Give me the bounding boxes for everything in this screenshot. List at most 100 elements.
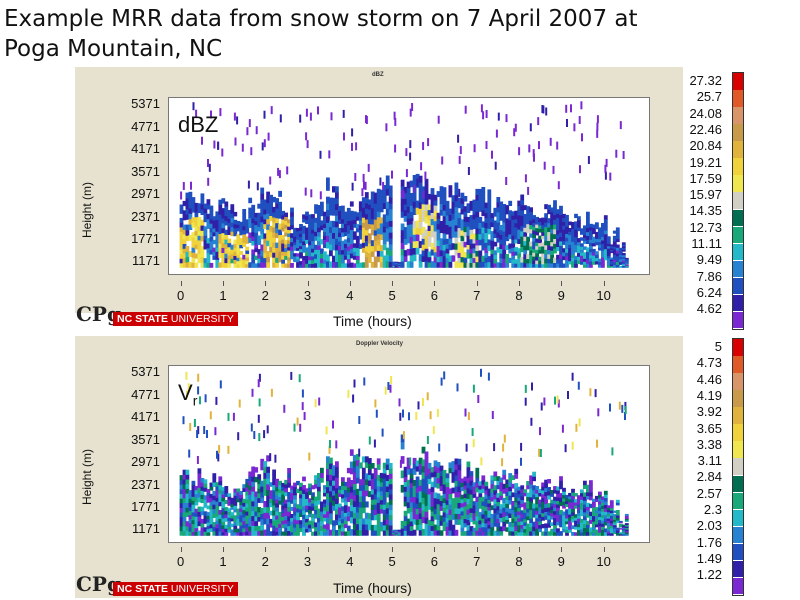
echo-cell (346, 246, 351, 251)
echo-cell (433, 220, 438, 227)
x-tick-label: 0 (177, 554, 185, 569)
echo-cell (367, 199, 372, 205)
echo-cell (586, 235, 590, 240)
echo-cell (508, 234, 513, 240)
echo-cell (314, 262, 318, 268)
echo-cell (601, 246, 605, 251)
echo-cell (463, 221, 468, 227)
echo-dot (443, 371, 446, 380)
colorbar-tick-label: 3.11 (697, 453, 722, 469)
echo-dot (411, 103, 414, 111)
echo-cell (332, 232, 336, 239)
echo-cell (487, 499, 492, 504)
echo-cell (260, 491, 265, 498)
echo-cell (272, 237, 276, 243)
echo-cell (499, 495, 504, 501)
echo-cell (382, 185, 387, 192)
echo-cell (329, 513, 333, 520)
echo-cell (248, 237, 253, 243)
echo-cell (233, 227, 238, 233)
echo-dot (611, 447, 614, 456)
colorbar-swatch (733, 158, 743, 175)
echo-cell (412, 234, 417, 242)
echo-cell (514, 487, 519, 493)
echo-cell (595, 257, 599, 262)
echo-cell (272, 504, 276, 511)
echo-cell (442, 210, 447, 217)
echo-cell (263, 238, 268, 244)
echo-cell (296, 512, 300, 517)
echo-cell (296, 504, 300, 509)
echo-cell (412, 485, 417, 492)
echo-cell (463, 484, 468, 490)
echo-cell (490, 262, 495, 268)
echo-dot (210, 110, 212, 119)
echo-cell (233, 255, 238, 260)
echo-cell (260, 529, 265, 536)
echo-cell (409, 473, 414, 479)
echo-cell (317, 227, 321, 233)
echo-cell (311, 531, 315, 536)
echo-cell (388, 530, 393, 536)
echo-cell (603, 230, 608, 235)
echo-cell (502, 483, 507, 489)
echo-cell (358, 484, 363, 491)
echo-cell (293, 230, 297, 234)
echo-cell (499, 513, 504, 518)
echo-cell (436, 256, 441, 263)
echo-cell (559, 210, 563, 216)
echo-cell (200, 209, 205, 215)
echo-cell (466, 461, 471, 468)
echo-cell (499, 490, 504, 496)
echo-cell (556, 230, 560, 235)
echo-cell (194, 501, 199, 506)
echo-cell (544, 527, 548, 532)
echo-cell (397, 262, 402, 263)
echo-cell (376, 211, 381, 218)
echo-cell (606, 243, 611, 247)
x-tick-label: 6 (430, 288, 439, 303)
echo-cell (343, 531, 348, 536)
echo-cell (445, 522, 450, 527)
echo-cell (400, 254, 405, 262)
echo-cell (430, 472, 435, 478)
echo-cell (574, 499, 578, 503)
echo-cell (517, 493, 522, 498)
echo-cell (496, 207, 501, 213)
echo-cell (338, 245, 342, 251)
echo-cell (320, 211, 324, 217)
echo-cell (472, 257, 477, 263)
echo-cell (568, 492, 572, 497)
echo-cell (185, 493, 190, 499)
echo-cell (487, 531, 492, 536)
echo-cell (338, 249, 342, 255)
echo-dot (188, 449, 191, 458)
echo-cell (182, 210, 187, 216)
echo-cell (547, 507, 551, 512)
echo-cell (364, 256, 369, 263)
echo-cell (403, 491, 408, 497)
echo-cell (490, 531, 495, 536)
echo-cell (565, 529, 569, 533)
echo-cell (577, 518, 581, 522)
echo-cell (538, 506, 542, 511)
echo-cell (343, 263, 348, 268)
echo-cell (481, 479, 486, 485)
echo-cell (349, 224, 354, 231)
echo-cell (621, 258, 626, 261)
echo-cell (338, 214, 342, 220)
echo-cell (532, 252, 536, 257)
echo-cell (574, 232, 578, 238)
echo-dot (263, 430, 266, 439)
echo-cell (454, 502, 459, 509)
echo-dot (343, 132, 345, 141)
echo-cell (424, 197, 429, 205)
x-tick-mark (519, 281, 520, 286)
echo-cell (517, 500, 522, 505)
echo-cell (595, 254, 599, 259)
echo-cell (511, 255, 516, 260)
echo-cell (409, 482, 414, 488)
echo-cell (367, 247, 372, 254)
echo-cell (439, 221, 444, 228)
echo-cell (373, 203, 378, 210)
